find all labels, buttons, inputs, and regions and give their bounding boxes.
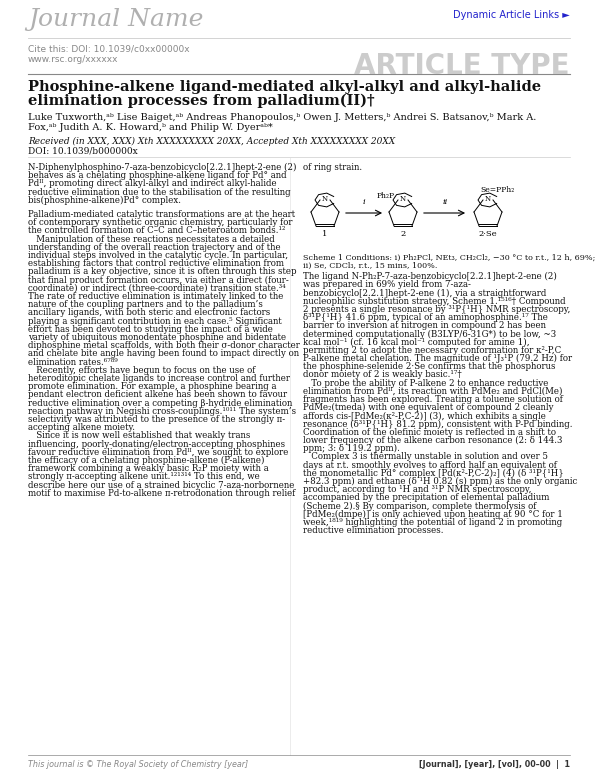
Text: lower frequency of the alkene carbon resonance (2: δ 144.3: lower frequency of the alkene carbon res… [303, 436, 562, 445]
Text: i: i [363, 198, 365, 206]
Text: Phosphine-alkene ligand-mediated alkyl-alkyl and alkyl-halide: Phosphine-alkene ligand-mediated alkyl-a… [28, 80, 541, 94]
Text: was prepared in 69% yield from 7-aza-: was prepared in 69% yield from 7-aza- [303, 280, 471, 289]
Text: Fox,ᵃᵇ Judith A. K. Howard,ᵇ and Philip W. Dyerᵃᵇ*: Fox,ᵃᵇ Judith A. K. Howard,ᵇ and Philip … [28, 123, 273, 132]
Text: favour reductive elimination from Pdᴵᴵ, we sought to explore: favour reductive elimination from Pdᴵᴵ, … [28, 448, 289, 457]
Text: of contemporary synthetic organic chemistry, particularly for: of contemporary synthetic organic chemis… [28, 218, 293, 227]
Text: P-alkene metal chelation. The magnitude of ¹J₃¹P (79.2 Hz) for: P-alkene metal chelation. The magnitude … [303, 354, 572, 363]
Text: 2: 2 [400, 230, 406, 238]
Text: [Journal], [year], [vol], 00–00  |  1: [Journal], [year], [vol], 00–00 | 1 [419, 760, 570, 769]
Text: elimination from Pdᴵᴵ, its reaction with PdMe₂ and PdCl(Me): elimination from Pdᴵᴵ, its reaction with… [303, 387, 562, 395]
Text: playing a significant contribution in each case.⁵ Significant: playing a significant contribution in ea… [28, 317, 282, 325]
Text: Ph₂P: Ph₂P [377, 192, 395, 200]
Text: the efficacy of a chelating phosphine-alkene (P-alkene): the efficacy of a chelating phosphine-al… [28, 456, 265, 465]
Text: Se=PPh₂: Se=PPh₂ [480, 186, 514, 194]
Text: elimination rates.⁶⁷⁸⁹: elimination rates.⁶⁷⁸⁹ [28, 357, 118, 367]
Text: strongly π-accepting alkene unit.¹²¹³¹⁴ To this end, we: strongly π-accepting alkene unit.¹²¹³¹⁴ … [28, 473, 260, 481]
Text: variety of ubiquitous monodentate phosphine and bidentate: variety of ubiquitous monodentate phosph… [28, 333, 286, 342]
Text: N: N [400, 195, 406, 203]
Text: N: N [322, 195, 328, 203]
Text: Dynamic Article Links ►: Dynamic Article Links ► [453, 10, 570, 20]
Text: reaction pathway in Negishi cross-couplings.¹⁰¹¹ The system’s: reaction pathway in Negishi cross-coupli… [28, 407, 296, 416]
Text: diphosphine metal scaffolds, with both their σ-donor character: diphosphine metal scaffolds, with both t… [28, 341, 300, 350]
Text: reductive elimination over a competing β-hydride elimination: reductive elimination over a competing β… [28, 399, 292, 408]
Text: week,¹⁸¹⁹ highlighting the potential of ligand 2 in promoting: week,¹⁸¹⁹ highlighting the potential of … [303, 518, 562, 527]
Text: +82.3 ppm) and ethane (δ ¹H 0.82 (s) ppm) as the only organic: +82.3 ppm) and ethane (δ ¹H 0.82 (s) ppm… [303, 477, 577, 486]
Text: product, according to ¹H and ³¹P NMR spectroscopy,: product, according to ¹H and ³¹P NMR spe… [303, 485, 531, 495]
Text: the phosphine-selenide 2·Se confirms that the phosphorus: the phosphine-selenide 2·Se confirms tha… [303, 362, 556, 371]
Text: heteroditopic chelate ligands to increase control and further: heteroditopic chelate ligands to increas… [28, 374, 290, 383]
Text: behaves as a chelating phosphine-alkene ligand for Pd° and: behaves as a chelating phosphine-alkene … [28, 171, 287, 180]
Text: N: N [485, 195, 491, 203]
Text: pendant electron deficient alkene has been shown to favour: pendant electron deficient alkene has be… [28, 391, 287, 399]
Text: affords cis-[PdMe₂(κ²-P,C-2)] (3), which exhibits a single: affords cis-[PdMe₂(κ²-P,C-2)] (3), which… [303, 411, 546, 420]
Text: elimination processes from palladium(II)†: elimination processes from palladium(II)… [28, 94, 375, 108]
Text: the controlled formation of C–C and C–heteroatom bonds.¹²: the controlled formation of C–C and C–he… [28, 226, 286, 236]
Text: To probe the ability of P-alkene 2 to enhance reductive: To probe the ability of P-alkene 2 to en… [303, 378, 549, 388]
Text: influencing, poorly-donating/electron-accepting phosphines: influencing, poorly-donating/electron-ac… [28, 440, 285, 448]
Text: Received (in XXX, XXX) Xth XXXXXXXXX 20XX, Accepted Xth XXXXXXXXX 20XX: Received (in XXX, XXX) Xth XXXXXXXXX 20X… [28, 137, 395, 146]
Text: kcal mol⁻¹ (cf. 16 kcal mol⁻¹ computed for amine 1),: kcal mol⁻¹ (cf. 16 kcal mol⁻¹ computed f… [303, 338, 530, 347]
Text: establishing factors that control reductive elimination from: establishing factors that control reduct… [28, 259, 284, 268]
Text: Recently, efforts have begun to focus on the use of: Recently, efforts have begun to focus on… [28, 366, 255, 375]
Text: understanding of the overall reaction trajectory and of the: understanding of the overall reaction tr… [28, 243, 281, 252]
Text: ii) Se, CDCl₃, r.t., 15 mins, 100%.: ii) Se, CDCl₃, r.t., 15 mins, 100%. [303, 262, 437, 270]
Text: reductive elimination due to the stabilisation of the resulting: reductive elimination due to the stabili… [28, 188, 290, 197]
Text: resonance (δ³¹P{¹H} 81.2 ppm), consistent with P-Pd binding.: resonance (δ³¹P{¹H} 81.2 ppm), consisten… [303, 420, 572, 429]
Text: ii: ii [443, 198, 448, 206]
Text: N-Diphenylphosphino-7-aza-benzobicyclo[2.2.1]hept-2-ene (2): N-Diphenylphosphino-7-aza-benzobicyclo[2… [28, 163, 296, 172]
Text: promote elimination. For example, a phosphine bearing a: promote elimination. For example, a phos… [28, 382, 277, 392]
Text: days at r.t. smoothly evolves to afford half an equivalent of: days at r.t. smoothly evolves to afford … [303, 461, 557, 470]
Text: Scheme 1 Conditions: i) Ph₂PCl, NEt₃, CH₂Cl₂, −30 °C to r.t., 12 h, 69%;: Scheme 1 Conditions: i) Ph₂PCl, NEt₃, CH… [303, 254, 595, 262]
Text: nature of the coupling partners and to the palladium’s: nature of the coupling partners and to t… [28, 300, 263, 309]
Text: 2 presents a single resonance by ³¹P{¹H} NMR spectroscopy,: 2 presents a single resonance by ³¹P{¹H}… [303, 305, 571, 314]
Text: barrier to inversion at nitrogen in compound 2 has been: barrier to inversion at nitrogen in comp… [303, 321, 546, 330]
Text: of ring strain.: of ring strain. [303, 163, 362, 172]
Text: fragments has been explored. Treating a toluene solution of: fragments has been explored. Treating a … [303, 395, 563, 404]
Text: accepting alkene moiety.: accepting alkene moiety. [28, 424, 135, 432]
Text: accompanied by the precipitation of elemental palladium: accompanied by the precipitation of elem… [303, 494, 549, 502]
Text: Since it is now well established that weakly trans: Since it is now well established that we… [28, 431, 250, 441]
Text: individual steps involved in the catalytic cycle. In particular,: individual steps involved in the catalyt… [28, 251, 288, 260]
Text: and chelate bite angle having been found to impact directly on: and chelate bite angle having been found… [28, 349, 299, 358]
Text: Cite this: DOI: 10.1039/c0xx00000x: Cite this: DOI: 10.1039/c0xx00000x [28, 44, 190, 53]
Text: ARTICLE TYPE: ARTICLE TYPE [355, 52, 570, 80]
Text: benzobicyclo[2.2.1]hept-2-ene (1), via a straightforward: benzobicyclo[2.2.1]hept-2-ene (1), via a… [303, 289, 546, 297]
Text: Complex 3 is thermally unstable in solution and over 5: Complex 3 is thermally unstable in solut… [303, 452, 548, 462]
Text: The ligand N-Ph₂P-7-aza-benzobicyclo[2.2.1]hept-2-ene (2): The ligand N-Ph₂P-7-aza-benzobicyclo[2.2… [303, 272, 557, 281]
Text: coordinate) or indirect (three-coordinate) transition state.³⁴: coordinate) or indirect (three-coordinat… [28, 284, 286, 292]
Text: Journal Name: Journal Name [28, 8, 203, 31]
Text: determined computationally (B3LYP/6-31G*) to be low, ~3: determined computationally (B3LYP/6-31G*… [303, 329, 556, 339]
Text: framework combining a weakly basic R₂P moiety with a: framework combining a weakly basic R₂P m… [28, 464, 269, 473]
Text: 1: 1 [322, 230, 328, 238]
Text: DOI: 10.1039/b000000x: DOI: 10.1039/b000000x [28, 147, 138, 156]
Text: 2·Se: 2·Se [479, 230, 497, 238]
Text: www.rsc.org/xxxxxx: www.rsc.org/xxxxxx [28, 55, 118, 64]
Text: ppm; 3: δ 119.2 ppm).: ppm; 3: δ 119.2 ppm). [303, 444, 400, 453]
Text: palladium is a key objective, since it is often through this step: palladium is a key objective, since it i… [28, 268, 296, 276]
Text: This journal is © The Royal Society of Chemistry [year]: This journal is © The Royal Society of C… [28, 760, 248, 769]
Text: effort has been devoted to studying the impact of a wide: effort has been devoted to studying the … [28, 324, 273, 334]
Text: describe here our use of a strained bicyclic 7-aza-norbornene: describe here our use of a strained bicy… [28, 480, 295, 490]
Text: [PdMe₂(dmpe)] is only achieved upon heating at 90 °C for 1: [PdMe₂(dmpe)] is only achieved upon heat… [303, 510, 563, 519]
Text: Coordination of the olefinic moiety is reflected in a shift to: Coordination of the olefinic moiety is r… [303, 427, 556, 437]
Text: Luke Tuxworth,ᵃᵇ Lise Baiget,ᵃᵇ Andreas Phanopoulos,ᵇ Owen J. Metters,ᵇ Andrei S: Luke Tuxworth,ᵃᵇ Lise Baiget,ᵃᵇ Andreas … [28, 113, 536, 122]
Text: The rate of reductive elimination is intimately linked to the: The rate of reductive elimination is int… [28, 292, 283, 301]
Text: PdMe₂(tmeda) with one equivalent of compound 2 cleanly: PdMe₂(tmeda) with one equivalent of comp… [303, 403, 553, 413]
Text: that final product formation occurs, via either a direct (four-: that final product formation occurs, via… [28, 275, 289, 285]
Text: (Scheme 2).§ By comparison, complete thermolysis of: (Scheme 2).§ By comparison, complete the… [303, 502, 536, 511]
Text: nucleophilic substitution strategy, Scheme 1.¹⁵¹⁶† Compound: nucleophilic substitution strategy, Sche… [303, 296, 566, 306]
Text: bis(phosphine-alkene)Pd° complex.: bis(phosphine-alkene)Pd° complex. [28, 196, 181, 205]
Text: Pdᴵᴵ, promoting direct alkyl-alkyl and indirect alkyl-halide: Pdᴵᴵ, promoting direct alkyl-alkyl and i… [28, 179, 277, 189]
Text: permitting 2 to adopt the necessary conformation for κ²-P,C: permitting 2 to adopt the necessary conf… [303, 346, 561, 355]
Text: the monometallic Pd° complex [Pd(κ²-P,C-2)₂] (4) (δ ³¹P{¹H}: the monometallic Pd° complex [Pd(κ²-P,C-… [303, 469, 563, 478]
Text: donor moiety of 2 is weakly basic.¹⁷†: donor moiety of 2 is weakly basic.¹⁷† [303, 370, 462, 379]
Text: ancillary ligands, with both steric and electronic factors: ancillary ligands, with both steric and … [28, 308, 270, 317]
Text: Palladium-mediated catalytic transformations are at the heart: Palladium-mediated catalytic transformat… [28, 210, 295, 219]
Text: selectivity was attributed to the presence of the strongly π-: selectivity was attributed to the presen… [28, 415, 285, 424]
Text: reductive elimination processes.: reductive elimination processes. [303, 526, 443, 535]
Text: δ³¹P{¹H} 41.6 ppm, typical of an aminophosphine.¹⁷ The: δ³¹P{¹H} 41.6 ppm, typical of an aminoph… [303, 313, 548, 322]
Text: motif to maximise Pd-to-alkene π-retrodonation through relief: motif to maximise Pd-to-alkene π-retrodo… [28, 489, 295, 498]
Text: Manipulation of these reactions necessitates a detailed: Manipulation of these reactions necessit… [28, 235, 275, 243]
